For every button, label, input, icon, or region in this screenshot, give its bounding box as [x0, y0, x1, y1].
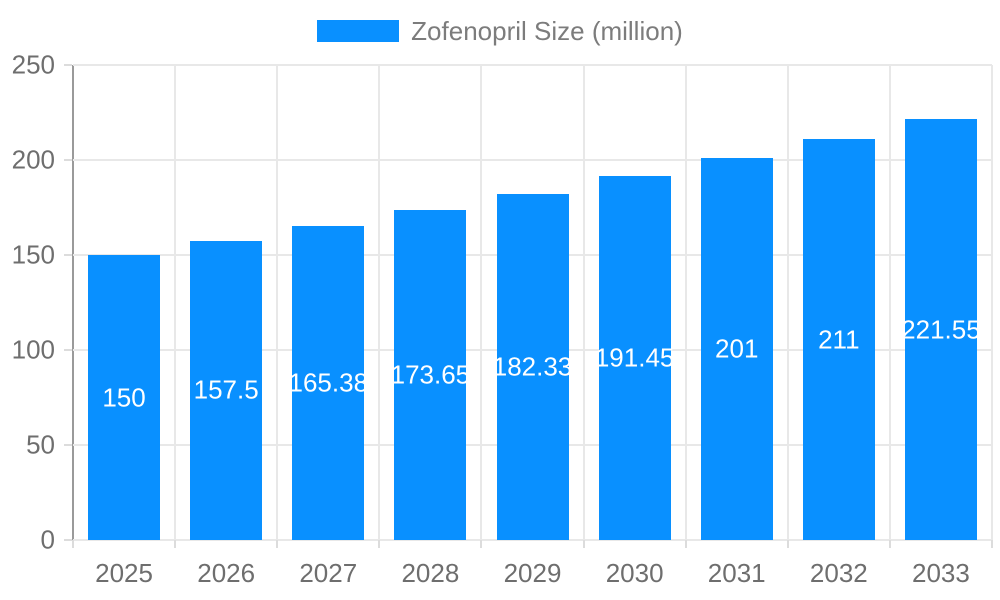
- y-tick-label-50: 50: [26, 429, 55, 460]
- bar-2031[interactable]: [700, 158, 773, 540]
- x-tick-label-2027: 2027: [299, 558, 358, 588]
- gridline-x-boundary-8: [888, 65, 891, 540]
- y-tick-label-200: 200: [11, 144, 55, 175]
- y-tick-250: [64, 64, 72, 66]
- y-tick-100: [64, 349, 72, 351]
- bar-2033[interactable]: [904, 119, 977, 540]
- bar-2025[interactable]: [88, 255, 161, 540]
- gridline-x-boundary-4: [480, 65, 483, 540]
- bar-2026[interactable]: [190, 240, 263, 540]
- legend-swatch[interactable]: [317, 20, 400, 42]
- x-tick-label-2029: 2029: [503, 558, 562, 588]
- y-tick-label-100: 100: [11, 334, 55, 365]
- x-tick-boundary-5: [582, 540, 585, 548]
- x-axis-line: [73, 539, 992, 541]
- legend[interactable]: Zofenopril Size (million): [0, 16, 1000, 46]
- y-tick-label-0: 0: [40, 524, 55, 555]
- x-tick-label-2026: 2026: [197, 558, 256, 588]
- x-tick-boundary-1: [174, 540, 177, 548]
- gridline-x-boundary-7: [786, 65, 789, 540]
- x-tick-label-2031: 2031: [707, 558, 766, 588]
- x-tick-boundary-4: [480, 540, 483, 548]
- x-tick-label-2028: 2028: [401, 558, 460, 588]
- gridline-y-250: [73, 64, 992, 66]
- bar-2030[interactable]: [598, 176, 671, 540]
- x-tick-label-2033: 2033: [912, 558, 970, 588]
- x-tick-boundary-2: [276, 540, 279, 548]
- y-tick-150: [64, 254, 72, 256]
- x-tick-boundary-0: [72, 540, 74, 548]
- y-tick-label-250: 250: [11, 49, 55, 80]
- x-tick-boundary-8: [888, 540, 891, 548]
- gridline-x-boundary-2: [276, 65, 279, 540]
- gridline-x-boundary-3: [378, 65, 381, 540]
- x-tick-label-2025: 2025: [95, 558, 153, 588]
- legend-label[interactable]: Zofenopril Size (million): [411, 16, 683, 46]
- x-tick-label-2032: 2032: [809, 558, 868, 588]
- x-tick-label-2030: 2030: [605, 558, 664, 588]
- bar-2029[interactable]: [496, 193, 569, 540]
- y-tick-label-150: 150: [11, 239, 55, 270]
- gridline-x-boundary-9: [991, 65, 993, 540]
- plot-area: 150 157.5 165.38 173.65 182.33 191.45 201 211 22…: [64, 64, 993, 548]
- gridline-x-boundary-5: [582, 65, 585, 540]
- x-tick-boundary-6: [684, 540, 687, 548]
- x-tick-boundary-9: [991, 540, 993, 548]
- x-tick-boundary-7: [786, 540, 789, 548]
- bar-2027[interactable]: [292, 225, 365, 540]
- gridline-x-boundary-6: [684, 65, 687, 540]
- bar-2028[interactable]: [394, 210, 467, 540]
- y-tick-50: [64, 444, 72, 446]
- x-tick-boundary-3: [378, 540, 381, 548]
- y-axis-line: [72, 65, 74, 548]
- bar-2032[interactable]: [802, 139, 875, 540]
- y-tick-0: [64, 539, 72, 541]
- y-tick-200: [64, 159, 72, 161]
- gridline-x-boundary-1: [174, 65, 177, 540]
